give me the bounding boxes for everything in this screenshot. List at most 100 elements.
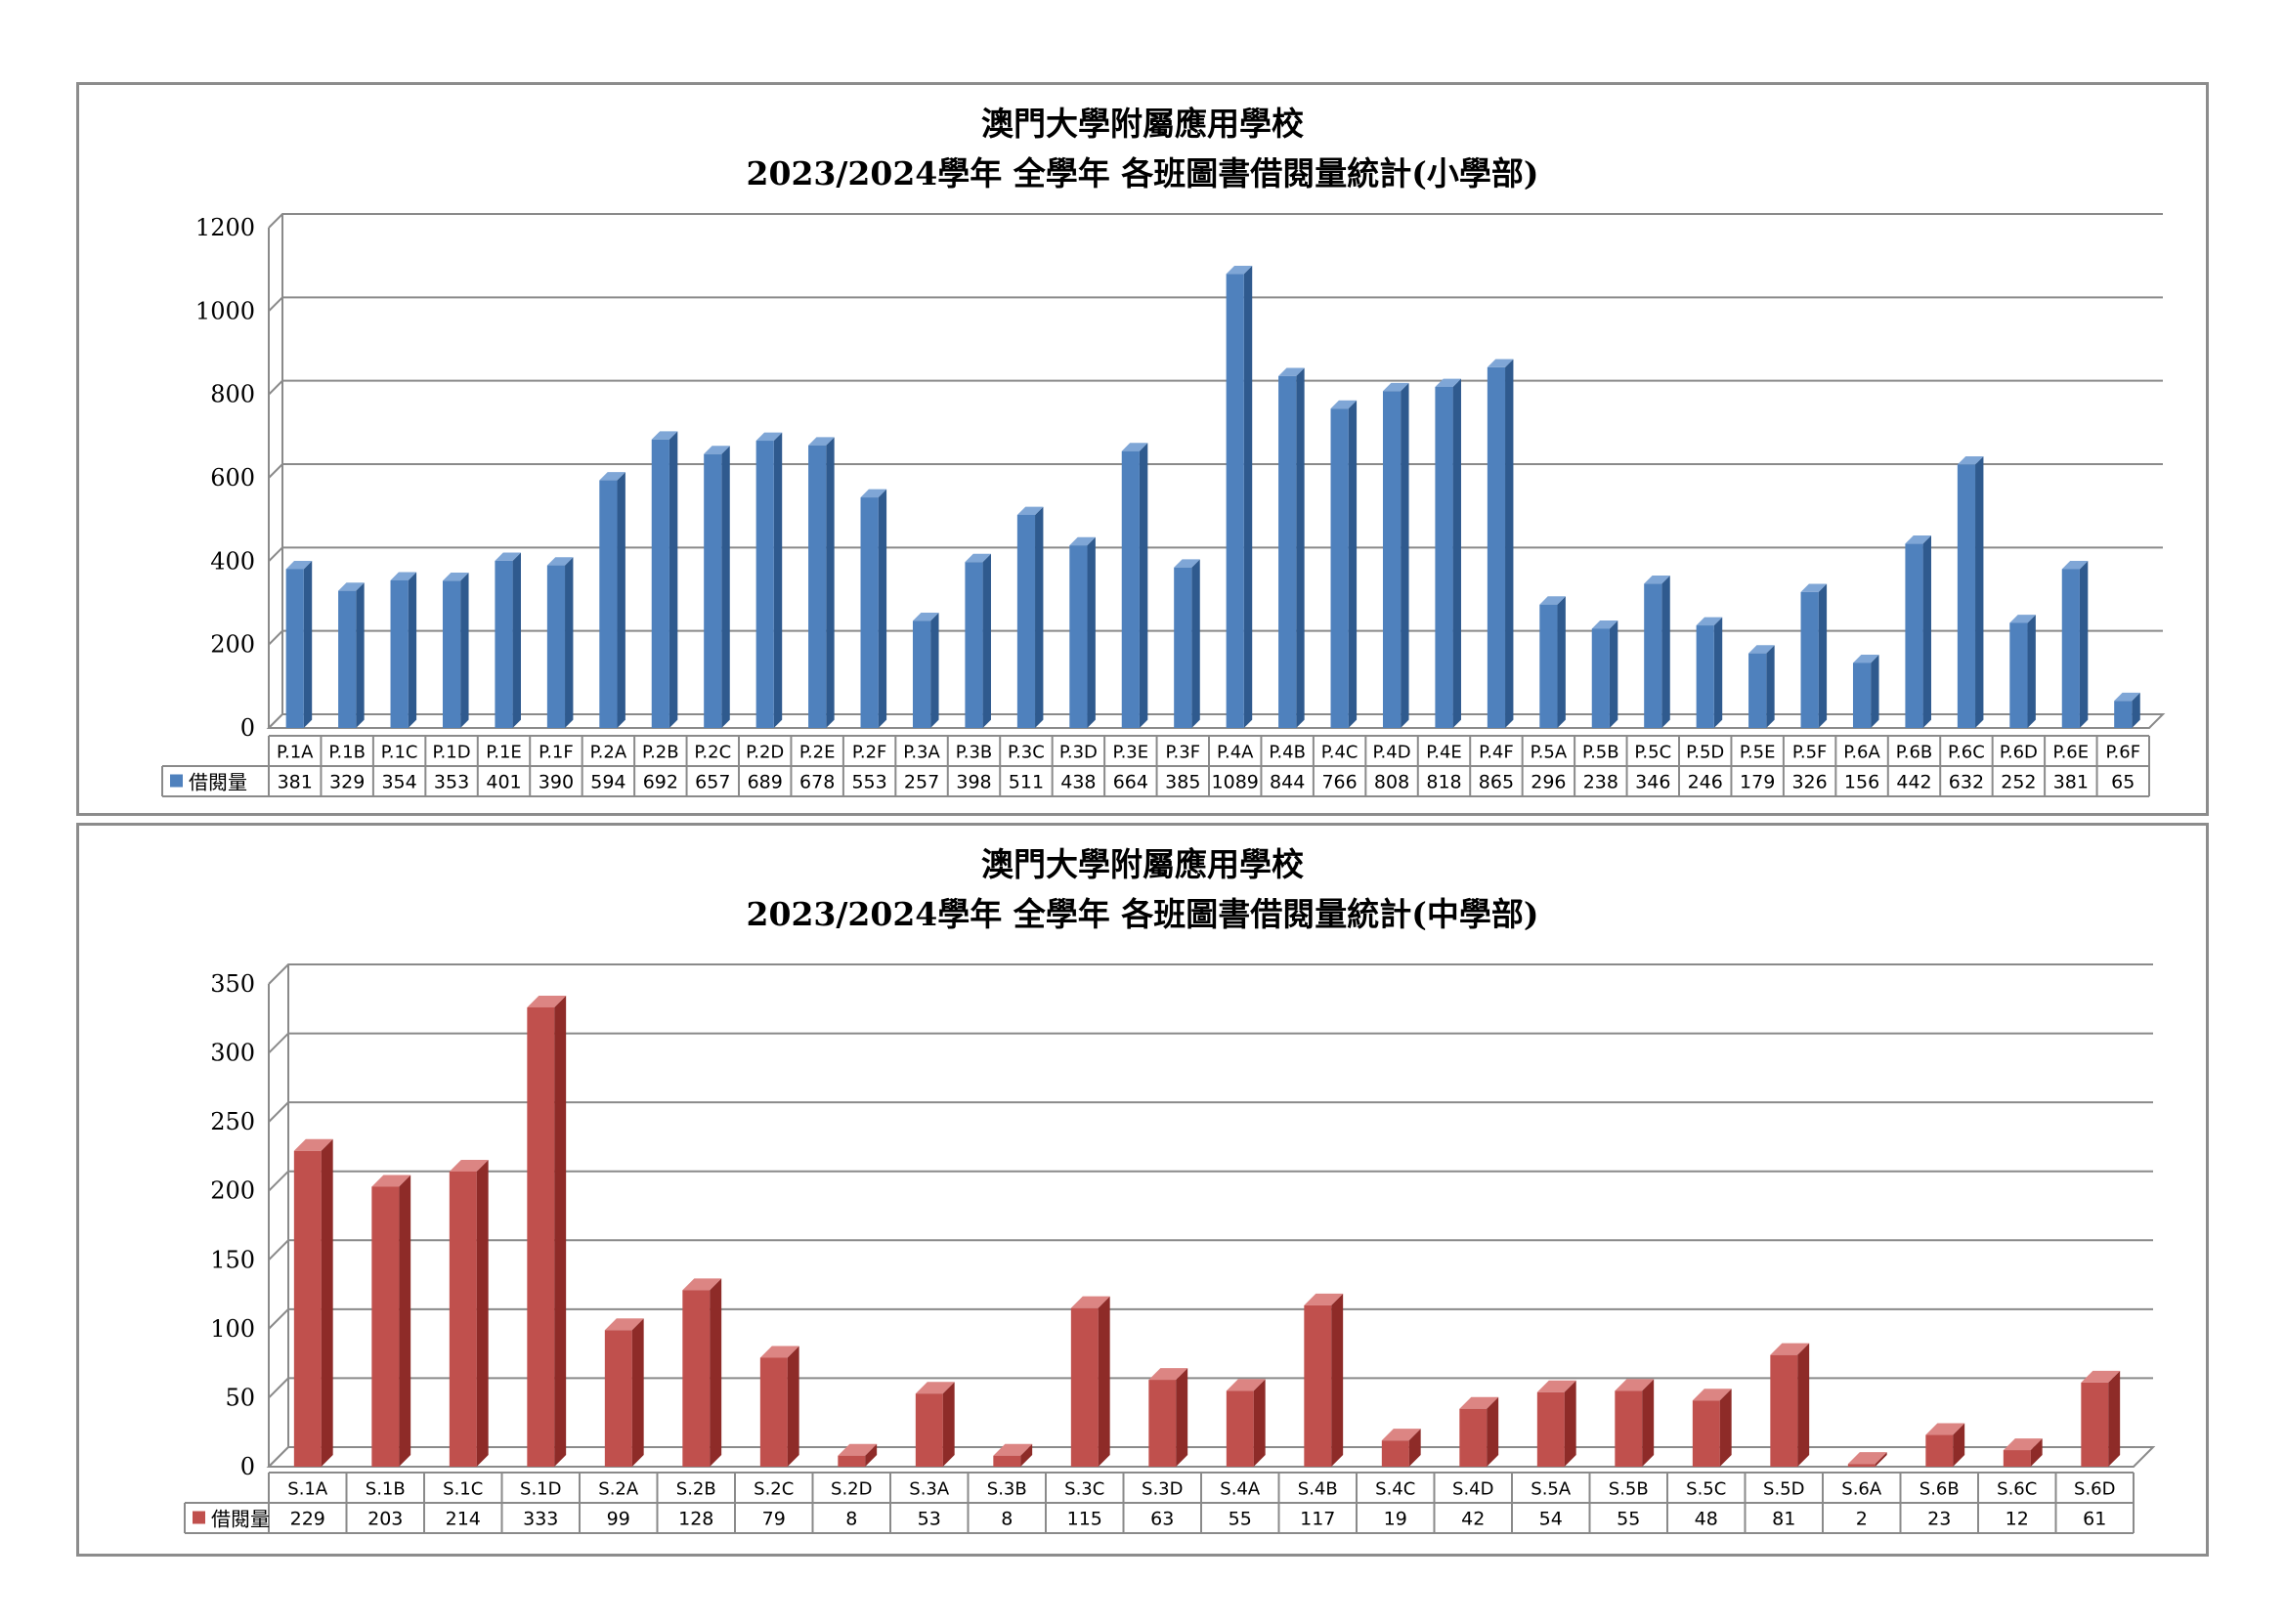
bar xyxy=(1692,1389,1732,1467)
y-tick-label: 200 xyxy=(210,631,255,659)
bar-side xyxy=(2030,1438,2043,1467)
bar-side xyxy=(1557,596,1566,728)
bar-side xyxy=(512,552,521,728)
bar xyxy=(2061,561,2089,728)
bar-front xyxy=(965,562,983,728)
bar-top xyxy=(1330,400,1358,409)
bar-side xyxy=(1661,575,1670,728)
bar xyxy=(1278,367,1305,728)
bar-side xyxy=(356,582,365,728)
bar xyxy=(1121,443,1148,728)
bar-top xyxy=(1800,583,1828,592)
category-label: P.3A xyxy=(903,743,940,763)
category-label: P.5D xyxy=(1686,743,1724,763)
bar-top xyxy=(808,437,835,446)
bar-front xyxy=(599,480,618,728)
category-label: P.6A xyxy=(1843,743,1880,763)
bar xyxy=(338,582,365,728)
data-value-label: 156 xyxy=(1844,772,1879,793)
bar-side xyxy=(710,1278,722,1467)
category-label: S.6A xyxy=(1841,1479,1882,1500)
bar xyxy=(993,1443,1033,1467)
data-value-label: 12 xyxy=(2006,1509,2029,1530)
bar-side xyxy=(476,1159,489,1467)
category-label: P.5E xyxy=(1740,743,1776,763)
bar xyxy=(965,553,991,728)
bar-top xyxy=(965,553,991,563)
bar-front xyxy=(1278,375,1297,728)
data-value-label: 442 xyxy=(1896,772,1931,793)
category-label: P.4A xyxy=(1217,743,1254,763)
chart-panel-primary: 澳門大學附屬應用學校 2023/2024學年 全學年 各班圖書借閱量統計(小學部… xyxy=(76,82,2209,816)
legend-label: 借閱量 xyxy=(189,771,247,794)
bar xyxy=(1748,645,1775,728)
bar-front xyxy=(293,1150,322,1467)
data-value-label: 128 xyxy=(678,1509,713,1530)
bar-top xyxy=(1692,1389,1732,1401)
bar xyxy=(1696,617,1723,728)
bar xyxy=(1459,1396,1499,1467)
category-label: P.1C xyxy=(381,743,418,763)
category-label: S.3C xyxy=(1064,1479,1104,1500)
bar xyxy=(1435,378,1461,728)
chart-floor xyxy=(266,1446,2156,1468)
bar-front xyxy=(1226,1390,1254,1467)
bar-front xyxy=(1644,583,1662,728)
bar-side xyxy=(865,1443,878,1467)
bar-side xyxy=(1487,1396,1499,1467)
data-value-label: 381 xyxy=(278,772,313,793)
y-tick-label: 800 xyxy=(210,381,255,408)
data-value-label: 326 xyxy=(1791,772,1827,793)
category-label: S.3B xyxy=(987,1479,1027,1500)
bar-front xyxy=(1692,1400,1720,1467)
data-value-label: 53 xyxy=(918,1509,941,1530)
data-value-label: 346 xyxy=(1635,772,1670,793)
data-value-label: 844 xyxy=(1270,772,1305,793)
bar-top xyxy=(1016,506,1044,515)
data-value-label: 818 xyxy=(1426,772,1461,793)
bar xyxy=(1304,1293,1344,1467)
gridline xyxy=(268,296,2163,313)
y-tick-label: 400 xyxy=(210,547,255,575)
bar-front xyxy=(1748,653,1767,728)
bar-top xyxy=(2003,1438,2043,1451)
bar-top xyxy=(1770,1343,1810,1355)
bar-side xyxy=(617,472,625,728)
bar xyxy=(1069,536,1096,728)
y-tick-label: 0 xyxy=(240,714,255,742)
category-label: S.6C xyxy=(1997,1479,2037,1500)
bar-side xyxy=(773,432,783,728)
data-value-label: 81 xyxy=(1772,1509,1795,1530)
y-tick-label: 250 xyxy=(210,1108,255,1135)
bar-front xyxy=(759,1357,788,1467)
data-value-label: 54 xyxy=(1539,1509,1563,1530)
category-label: S.1B xyxy=(366,1479,406,1500)
bar xyxy=(1591,620,1618,728)
category-label: P.1A xyxy=(277,743,314,763)
bar-top xyxy=(704,446,730,454)
data-value-label: 553 xyxy=(851,772,886,793)
bar-top xyxy=(1070,1296,1110,1308)
bar-side xyxy=(1564,1380,1576,1467)
bar xyxy=(838,1443,878,1467)
bar xyxy=(1226,1379,1266,1467)
bar-side xyxy=(399,1175,411,1467)
bar-top xyxy=(1226,1379,1266,1391)
bar-top xyxy=(755,432,783,442)
bar-top xyxy=(2061,561,2089,570)
bar-side xyxy=(2079,561,2089,728)
bar xyxy=(1615,1379,1655,1467)
category-label: S.5C xyxy=(1686,1479,1726,1500)
gridline xyxy=(268,546,2163,563)
data-value-label: 115 xyxy=(1067,1509,1102,1530)
chart-panel-secondary: 澳門大學附屬應用學校 2023/2024學年 全學年 各班圖書借閱量統計(中學部… xyxy=(76,823,2209,1557)
bar-side xyxy=(1609,620,1618,728)
bar xyxy=(527,995,567,1467)
category-label: S.6B xyxy=(1919,1479,1960,1500)
category-label: P.1D xyxy=(433,743,471,763)
bar-front xyxy=(651,439,669,728)
bar xyxy=(1847,1452,1887,1467)
data-value-label: 329 xyxy=(329,772,365,793)
bar xyxy=(1226,265,1253,728)
bar-front xyxy=(755,441,774,728)
